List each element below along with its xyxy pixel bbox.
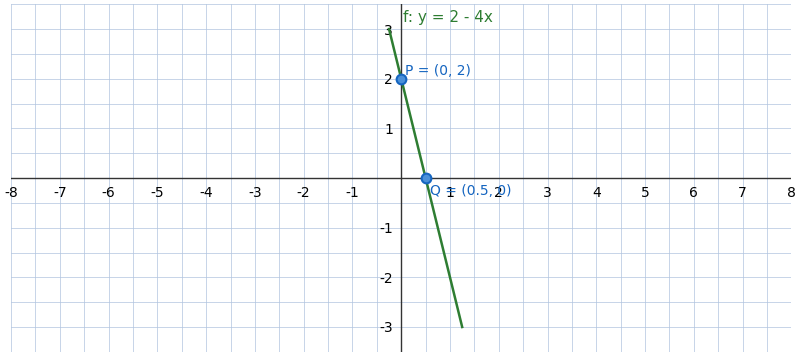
Text: f: y = 2 - 4x: f: y = 2 - 4x [403, 10, 493, 25]
Text: Q = (0.5, 0): Q = (0.5, 0) [430, 184, 511, 198]
Text: P = (0, 2): P = (0, 2) [405, 64, 471, 78]
